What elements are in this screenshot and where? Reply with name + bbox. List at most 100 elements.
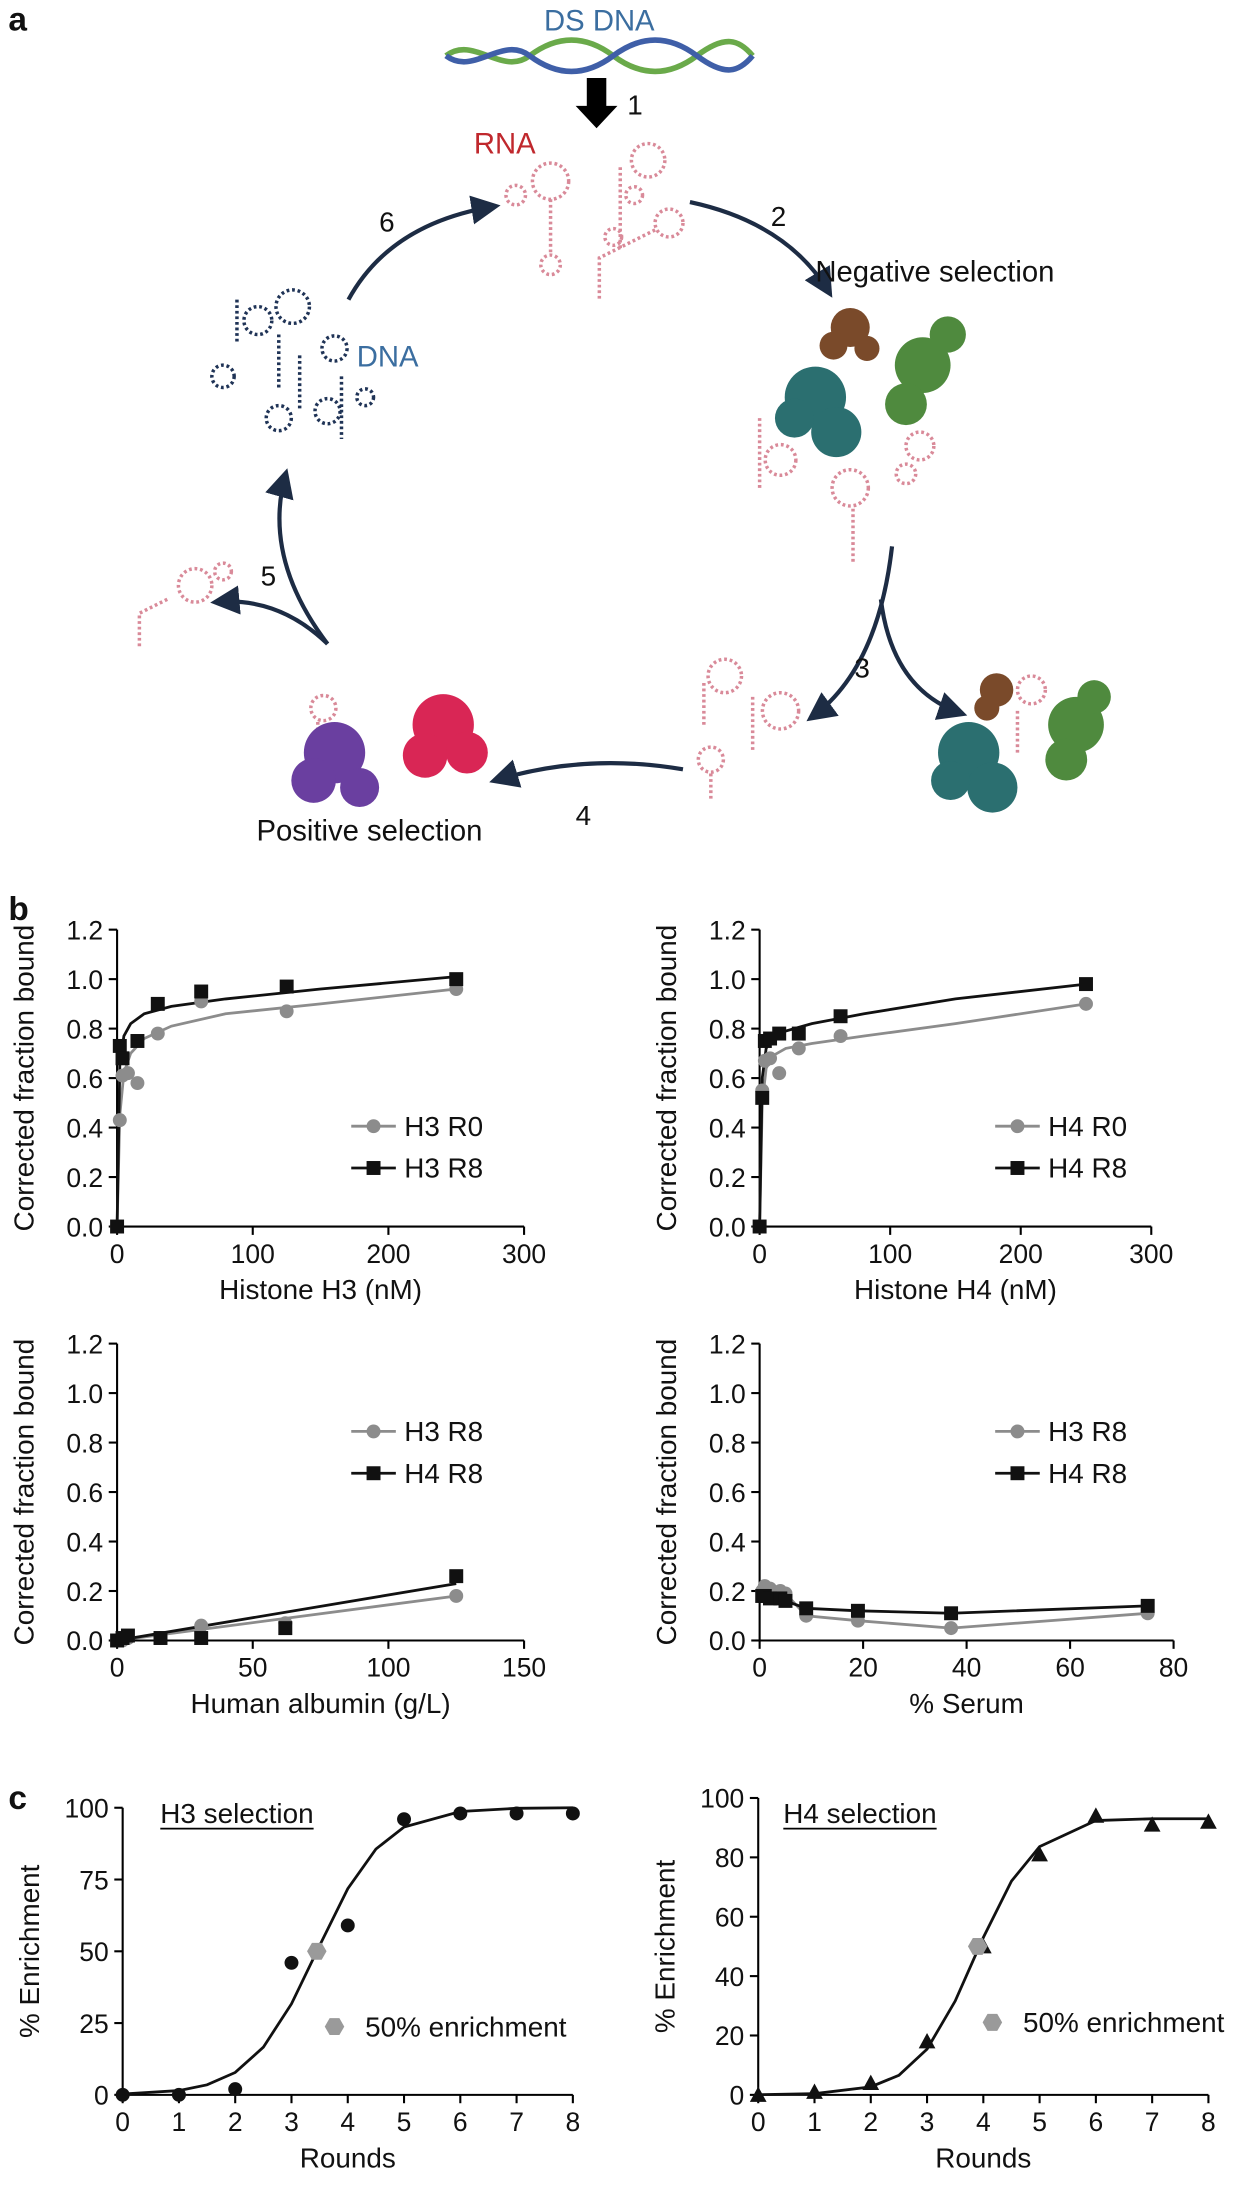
point xyxy=(278,1621,293,1636)
node-label: 2 xyxy=(771,201,787,232)
fit-line xyxy=(758,982,1087,1227)
legend-marker xyxy=(1010,1161,1025,1175)
legend-label: H4 R8 xyxy=(1048,1458,1127,1489)
point xyxy=(449,1569,464,1584)
y-tick-label: 0.6 xyxy=(66,1064,103,1094)
x-tick-label: 0 xyxy=(115,2107,130,2137)
y-tick-label: 0.6 xyxy=(709,1064,746,1094)
y-tick-label: 0.4 xyxy=(66,1113,103,1143)
x-tick-label: 200 xyxy=(999,1239,1043,1269)
y-tick-label: 100 xyxy=(700,1784,744,1814)
x-tick-label: 4 xyxy=(976,2107,991,2137)
x-tick-label: 0 xyxy=(751,2107,766,2137)
point xyxy=(110,1219,125,1234)
x-tick-label: 8 xyxy=(1201,2107,1216,2137)
point xyxy=(115,2087,130,2102)
point xyxy=(944,1606,959,1621)
point xyxy=(755,1090,770,1105)
x-tick-label: 50 xyxy=(238,1653,267,1683)
y-tick-label: 1.0 xyxy=(709,965,746,995)
legend-marker xyxy=(1010,1424,1025,1439)
point xyxy=(130,1034,145,1048)
legend-label: 50% enrichment xyxy=(1023,2007,1225,2038)
point xyxy=(944,1621,959,1636)
x-tick-label: 7 xyxy=(509,2107,524,2137)
point xyxy=(1140,1598,1155,1613)
point xyxy=(130,1076,145,1091)
point xyxy=(397,1812,412,1827)
fit-line xyxy=(116,1582,457,1642)
y-tick-label: 60 xyxy=(715,1902,744,1932)
x-tick-label: 5 xyxy=(397,2107,412,2137)
point xyxy=(153,1631,168,1645)
x-axis-label: Rounds xyxy=(935,2142,1031,2173)
y-tick-label: 0.4 xyxy=(709,1527,746,1557)
fit-line xyxy=(122,1806,573,2096)
point xyxy=(772,1026,787,1041)
point xyxy=(171,2087,186,2102)
diagram: a DS DNA 1 RNA 2 Negative selection 6 DN… xyxy=(8,2,1111,1817)
point xyxy=(194,1618,209,1633)
x-tick-label: 200 xyxy=(366,1239,410,1269)
y-tick-label: 50 xyxy=(79,1937,108,1967)
x-tick-label: 3 xyxy=(920,2107,935,2137)
y-axis-label: Corrected fraction bound xyxy=(8,1339,39,1646)
point xyxy=(340,1918,355,1933)
x-tick-label: 0 xyxy=(110,1653,125,1683)
chart: 0 100 200 300 0.0 0.2 0.4 0.6 0.8 1.0 1.2 Histone H… xyxy=(651,915,1173,1305)
y-tick-label: 0 xyxy=(94,2081,109,2111)
y-tick-label: 1.0 xyxy=(66,1379,103,1409)
fit-line xyxy=(758,1817,1209,2097)
y-tick-label: 0.6 xyxy=(66,1478,103,1508)
point xyxy=(115,1051,130,1066)
x-tick-label: 6 xyxy=(453,2107,468,2137)
y-tick-label: 75 xyxy=(79,1865,108,1895)
legend-marker xyxy=(366,1119,381,1134)
point xyxy=(120,1066,135,1081)
point xyxy=(449,1588,464,1603)
legend-marker xyxy=(1010,1119,1025,1134)
chart: 0 100 200 300 0.0 0.2 0.4 0.6 0.8 1.0 1.2 Histone H… xyxy=(8,915,546,1305)
x-tick-label: 1 xyxy=(807,2107,822,2137)
point xyxy=(150,1026,165,1041)
node-label: RNA xyxy=(474,128,536,160)
panel-label: a xyxy=(8,2,27,39)
point xyxy=(279,979,294,994)
legend-label: H4 R0 xyxy=(1048,1111,1127,1142)
x-axis-label: Histone H3 (nM) xyxy=(219,1274,422,1305)
point xyxy=(565,1806,580,1821)
point xyxy=(112,1038,127,1053)
y-tick-label: 80 xyxy=(715,1843,744,1873)
point xyxy=(1143,1816,1161,1832)
arrows xyxy=(210,195,968,788)
x-axis-label: Histone H4 (nM) xyxy=(854,1274,1057,1305)
node-label: 1 xyxy=(627,89,643,120)
y-tick-label: 0.4 xyxy=(66,1527,103,1557)
chart: 0 20 40 60 80 0.0 0.2 0.4 0.6 0.8 1.0 1.2 % Serum Cor… xyxy=(651,1329,1188,1719)
x-tick-label: 7 xyxy=(1145,2107,1160,2137)
legend-marker xyxy=(982,2013,1003,2031)
point xyxy=(862,2074,880,2090)
y-axis-label: Corrected fraction bound xyxy=(651,1339,682,1646)
x-tick-label: 5 xyxy=(1032,2107,1047,2137)
x-axis-label: % Serum xyxy=(909,1688,1024,1719)
y-axis-label: Corrected fraction bound xyxy=(651,925,682,1232)
x-axis-label: Human albumin (g/L) xyxy=(191,1688,451,1719)
legend-marker xyxy=(1010,1466,1025,1481)
y-tick-label: 0 xyxy=(730,2081,745,2111)
point xyxy=(791,1026,806,1041)
point xyxy=(752,1219,767,1234)
y-tick-label: 0.8 xyxy=(66,1428,103,1458)
y-tick-label: 1.2 xyxy=(66,915,103,945)
point xyxy=(749,2086,767,2102)
point xyxy=(1087,1807,1105,1823)
node-label: 6 xyxy=(379,206,394,237)
y-tick-label: 0.2 xyxy=(709,1577,746,1607)
node-label: 3 xyxy=(854,652,870,683)
legend-label: H3 R8 xyxy=(404,1416,483,1447)
x-axis-label: Rounds xyxy=(300,2142,396,2173)
x-tick-label: 150 xyxy=(502,1653,546,1683)
y-tick-label: 100 xyxy=(65,1793,109,1823)
